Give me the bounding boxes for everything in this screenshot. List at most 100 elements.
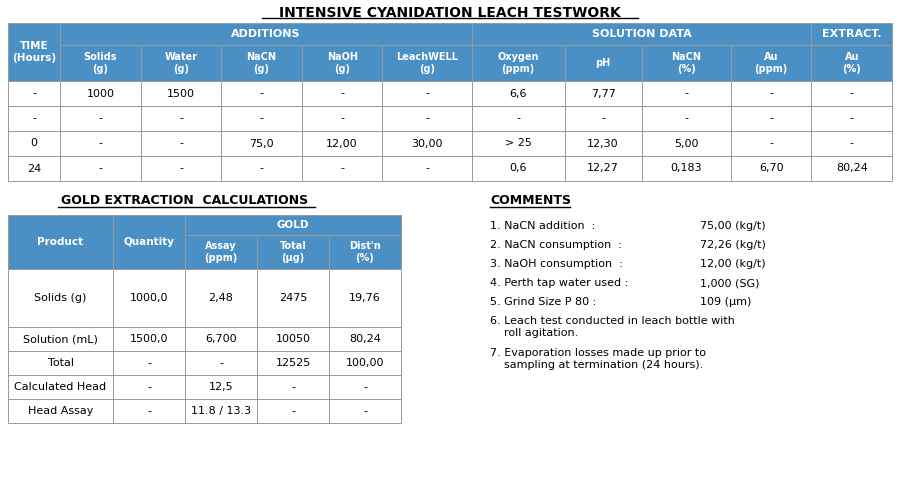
Bar bbox=[564, 156, 642, 181]
Text: 12,00 (kg/t): 12,00 (kg/t) bbox=[700, 259, 766, 269]
Bar bbox=[329, 375, 401, 399]
Text: pH: pH bbox=[596, 58, 611, 68]
Bar bbox=[302, 45, 382, 81]
Text: -: - bbox=[147, 382, 151, 392]
Bar bbox=[472, 106, 564, 131]
Bar bbox=[8, 327, 113, 351]
Bar bbox=[185, 269, 257, 327]
Text: 1500: 1500 bbox=[167, 89, 195, 99]
Bar bbox=[8, 106, 60, 131]
Text: Head Assay: Head Assay bbox=[28, 406, 94, 416]
Text: Quantity: Quantity bbox=[123, 237, 175, 247]
Text: 30,00: 30,00 bbox=[411, 138, 443, 148]
Bar bbox=[140, 81, 221, 106]
Text: 24: 24 bbox=[27, 163, 41, 174]
Text: 5,00: 5,00 bbox=[674, 138, 698, 148]
Text: -: - bbox=[425, 89, 429, 99]
Text: -: - bbox=[770, 89, 773, 99]
Bar bbox=[185, 327, 257, 351]
Text: INTENSIVE CYANIDATION LEACH TESTWORK: INTENSIVE CYANIDATION LEACH TESTWORK bbox=[279, 6, 621, 20]
Text: 100,00: 100,00 bbox=[346, 358, 384, 368]
Bar bbox=[564, 106, 642, 131]
Bar bbox=[731, 156, 812, 181]
Bar bbox=[472, 23, 812, 45]
Bar bbox=[185, 215, 401, 235]
Bar bbox=[8, 215, 113, 269]
Text: 12525: 12525 bbox=[275, 358, 310, 368]
Bar bbox=[329, 399, 401, 423]
Text: LeachWELL
(g): LeachWELL (g) bbox=[396, 52, 458, 74]
Text: Oxygen
(ppm): Oxygen (ppm) bbox=[498, 52, 539, 74]
Bar bbox=[731, 106, 812, 131]
Text: COMMENTS: COMMENTS bbox=[490, 195, 571, 208]
Bar bbox=[257, 269, 329, 327]
Text: Solution (mL): Solution (mL) bbox=[23, 334, 98, 344]
Bar bbox=[60, 156, 140, 181]
Text: Total: Total bbox=[48, 358, 74, 368]
Bar bbox=[564, 81, 642, 106]
Text: -: - bbox=[98, 138, 103, 148]
Text: 6,70: 6,70 bbox=[759, 163, 783, 174]
Text: -: - bbox=[98, 163, 103, 174]
Text: 1000,0: 1000,0 bbox=[130, 293, 168, 303]
Text: 80,24: 80,24 bbox=[836, 163, 868, 174]
Text: -: - bbox=[32, 89, 36, 99]
Text: -: - bbox=[219, 358, 223, 368]
Text: -: - bbox=[147, 358, 151, 368]
Bar bbox=[302, 156, 382, 181]
Text: 12,5: 12,5 bbox=[209, 382, 233, 392]
Text: -: - bbox=[32, 114, 36, 124]
Text: TIME
(Hours): TIME (Hours) bbox=[12, 41, 56, 63]
Bar bbox=[642, 45, 731, 81]
Text: 1000: 1000 bbox=[86, 89, 114, 99]
Text: -: - bbox=[363, 382, 367, 392]
Bar bbox=[731, 81, 812, 106]
Text: 0,6: 0,6 bbox=[509, 163, 526, 174]
Bar bbox=[113, 215, 185, 269]
Bar bbox=[113, 399, 185, 423]
Bar bbox=[185, 375, 257, 399]
Bar bbox=[60, 81, 140, 106]
Bar bbox=[302, 106, 382, 131]
Bar bbox=[8, 351, 113, 375]
Bar bbox=[382, 106, 472, 131]
Text: 80,24: 80,24 bbox=[349, 334, 381, 344]
Bar bbox=[257, 375, 329, 399]
Text: -: - bbox=[770, 138, 773, 148]
Bar bbox=[8, 81, 60, 106]
Text: Au
(ppm): Au (ppm) bbox=[754, 52, 788, 74]
Bar bbox=[60, 131, 140, 156]
Bar bbox=[642, 131, 731, 156]
Text: 4. Perth tap water used :: 4. Perth tap water used : bbox=[490, 278, 628, 288]
Bar bbox=[329, 327, 401, 351]
Text: 109 (μm): 109 (μm) bbox=[700, 297, 752, 307]
Text: 12,27: 12,27 bbox=[587, 163, 619, 174]
Text: 1,000 (SG): 1,000 (SG) bbox=[700, 278, 760, 288]
Text: 75,0: 75,0 bbox=[249, 138, 274, 148]
Bar bbox=[113, 269, 185, 327]
Bar bbox=[812, 131, 892, 156]
Text: 10050: 10050 bbox=[275, 334, 310, 344]
Text: 1500,0: 1500,0 bbox=[130, 334, 168, 344]
Text: 6,6: 6,6 bbox=[509, 89, 526, 99]
Text: NaCN
(g): NaCN (g) bbox=[247, 52, 276, 74]
Bar bbox=[382, 131, 472, 156]
Text: -: - bbox=[291, 406, 295, 416]
Text: 0,183: 0,183 bbox=[670, 163, 702, 174]
Text: Solids
(g): Solids (g) bbox=[84, 52, 117, 74]
Bar bbox=[140, 45, 221, 81]
Text: -: - bbox=[179, 138, 183, 148]
Text: 6,700: 6,700 bbox=[205, 334, 237, 344]
Bar bbox=[812, 106, 892, 131]
Bar bbox=[302, 131, 382, 156]
Bar bbox=[812, 156, 892, 181]
Text: 2475: 2475 bbox=[279, 293, 307, 303]
Text: NaOH
(g): NaOH (g) bbox=[327, 52, 357, 74]
Text: -: - bbox=[770, 114, 773, 124]
Text: -: - bbox=[340, 163, 344, 174]
Bar bbox=[302, 81, 382, 106]
Text: -: - bbox=[684, 114, 688, 124]
Text: GOLD EXTRACTION  CALCULATIONS: GOLD EXTRACTION CALCULATIONS bbox=[61, 195, 309, 208]
Bar bbox=[472, 81, 564, 106]
Text: -: - bbox=[147, 406, 151, 416]
